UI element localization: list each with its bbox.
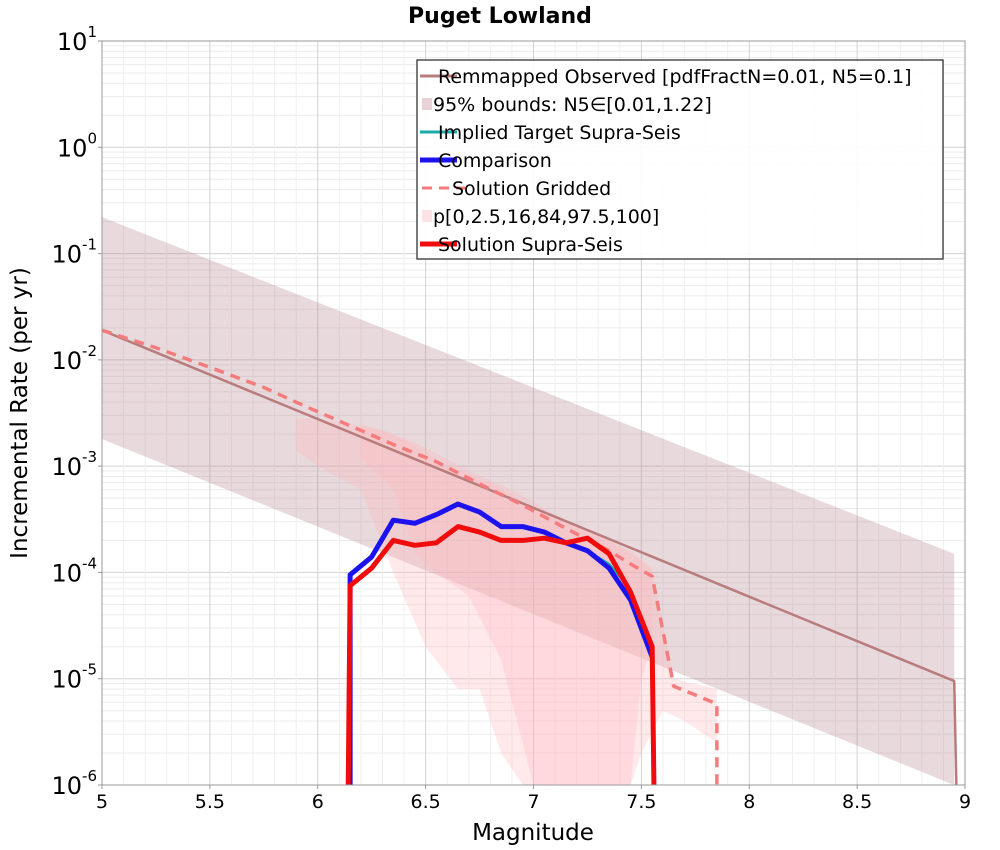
x-tick-label: 9 <box>959 791 971 813</box>
x-tick-label: 7.5 <box>626 791 656 813</box>
legend-entry: p[0,2.5,16,84,97.5,100] <box>422 206 659 228</box>
legend-label: Implied Target Supra-Seis <box>438 122 681 144</box>
legend-entry: Implied Target Supra-Seis <box>420 122 681 144</box>
y-tick-label: 10-1 <box>51 236 97 269</box>
y-tick-label: 100 <box>57 129 97 162</box>
x-axis-ticks: 5 5.5 6 6.5 7 7.5 8 8.5 9 <box>96 785 971 813</box>
legend-entry: Comparison <box>420 150 552 172</box>
legend-swatch <box>422 210 432 222</box>
y-tick-label: 10-5 <box>51 661 97 694</box>
legend-entry: Remmapped Observed [pdfFractN=0.01, N5=0… <box>420 66 912 88</box>
confidence-band <box>102 217 955 785</box>
confidence-band <box>296 418 717 785</box>
legend-label: Solution Supra-Seis <box>438 234 623 256</box>
series-line <box>345 524 657 785</box>
y-axis-ticks: 10-6 10-5 10-4 10-3 10-2 10-1 100 101 <box>51 23 102 800</box>
series-line <box>102 328 719 785</box>
legend-entry: Solution Supra-Seis <box>420 234 623 256</box>
legend-label: Remmapped Observed [pdfFractN=0.01, N5=0… <box>438 66 912 88</box>
legend-box <box>416 59 944 260</box>
series-line <box>102 329 958 785</box>
legend-entry: 95% bounds: N5∈[0.01,1.22] <box>422 94 712 116</box>
y-tick-label: 10-2 <box>51 342 97 375</box>
y-tick-label: 10-6 <box>51 767 97 800</box>
legend-label: Solution Gridded <box>452 178 611 200</box>
uncertainty-bands <box>102 217 955 785</box>
x-axis-label: Magnitude <box>472 820 594 846</box>
legend-label: 95% bounds: N5∈[0.01,1.22] <box>433 94 712 116</box>
legend-entry: Solution Gridded <box>422 178 611 200</box>
x-tick-label: 5.5 <box>195 791 225 813</box>
x-tick-label: 6.5 <box>411 791 441 813</box>
legend-label: Comparison <box>438 150 552 172</box>
series-lines <box>102 328 958 785</box>
series-line <box>347 501 655 785</box>
chart-title: Puget Lowland <box>408 4 592 29</box>
y-tick-label: 10-4 <box>51 554 97 587</box>
x-tick-label: 8 <box>743 791 755 813</box>
legend-label: p[0,2.5,16,84,97.5,100] <box>433 206 659 228</box>
y-tick-label: 101 <box>57 23 97 56</box>
x-tick-label: 5 <box>96 791 108 813</box>
legend-swatch <box>422 98 432 110</box>
x-tick-label: 6 <box>312 791 324 813</box>
x-tick-label: 8.5 <box>842 791 872 813</box>
y-tick-label: 10-3 <box>51 448 97 481</box>
chart-legend: Remmapped Observed [pdfFractN=0.01, N5=0… <box>416 59 944 260</box>
y-axis-label: Incremental Rate (per yr) <box>7 267 33 559</box>
x-tick-label: 7 <box>527 791 539 813</box>
